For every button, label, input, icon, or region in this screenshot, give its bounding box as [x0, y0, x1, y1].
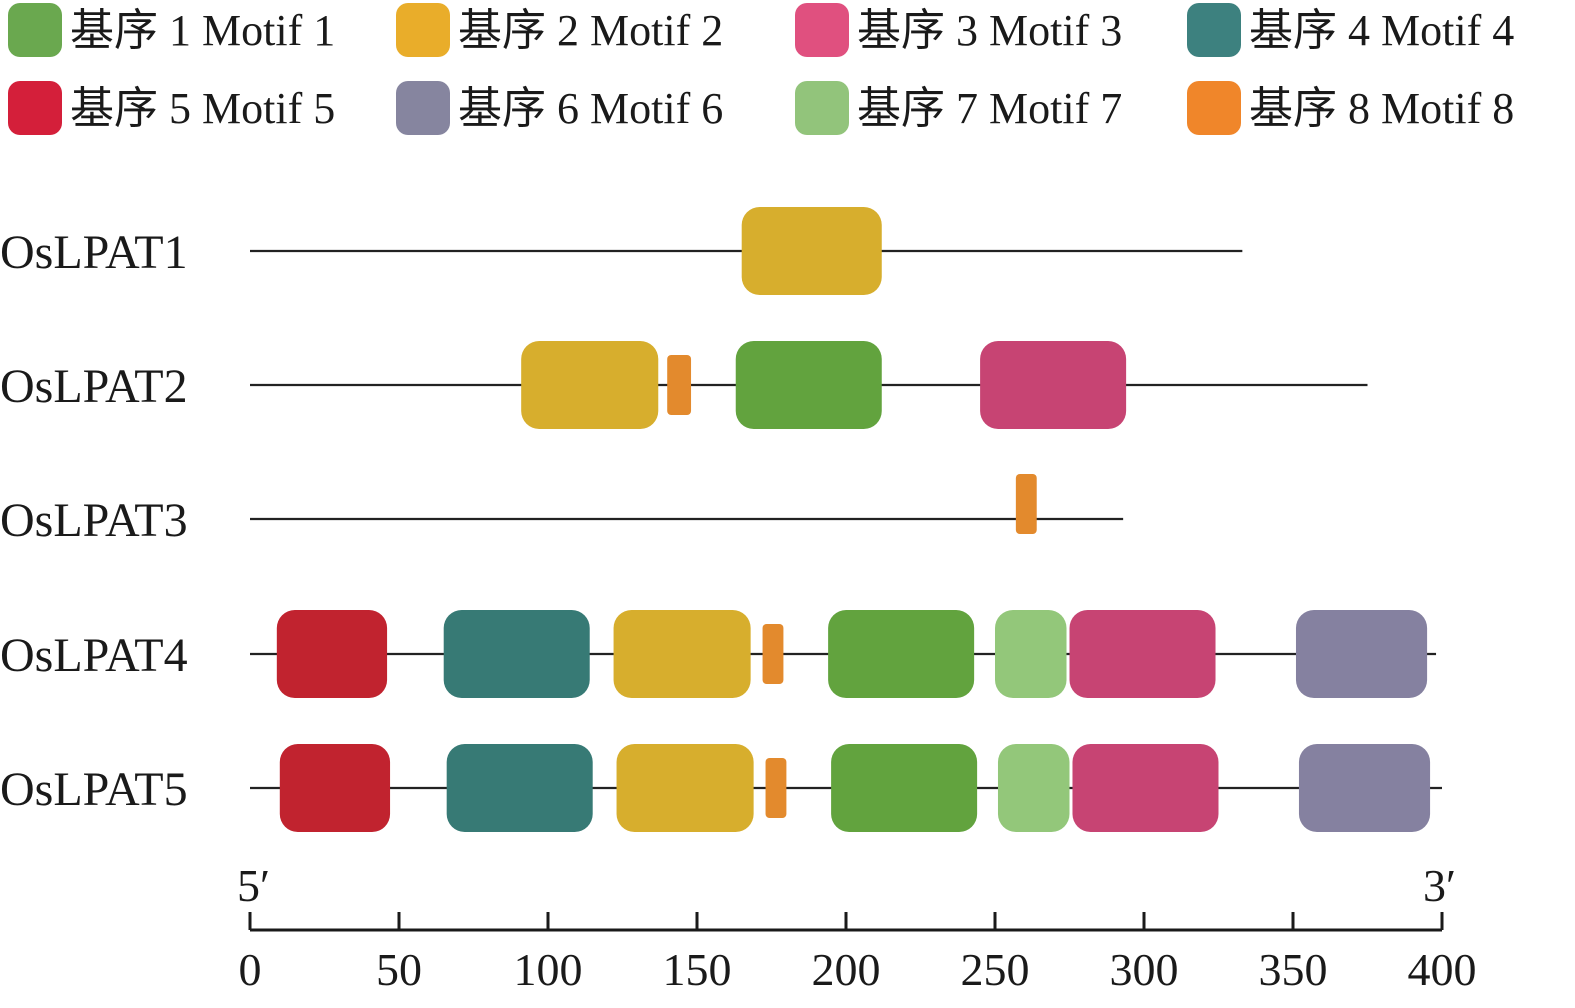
motif-6-box	[1295, 610, 1428, 698]
motif-4-box	[446, 744, 593, 832]
legend-swatch	[1187, 81, 1241, 135]
motif-8-box	[667, 355, 692, 415]
motif-1-box	[831, 744, 978, 832]
motif-3-box	[1072, 744, 1219, 832]
axis-tick-label: 350	[1259, 944, 1328, 995]
sequence-name: OsLPAT4	[0, 629, 188, 682]
legend-swatch	[396, 81, 450, 135]
legend-label: 基序 3 Motif 3	[857, 6, 1122, 55]
legend-label: 基序 8 Motif 8	[1249, 84, 1514, 133]
sequence-track-OsLPAT3: OsLPAT3	[0, 474, 1124, 547]
length-axis: 5′ 3′ 0 50 100 150 200 250 300 350 400	[237, 860, 1477, 995]
sequence-track-OsLPAT2: OsLPAT2	[0, 341, 1368, 429]
legend-label: 基序 5 Motif 5	[70, 84, 335, 133]
axis-tick-label: 250	[961, 944, 1030, 995]
axis-tick-label: 400	[1408, 944, 1477, 995]
legend-swatch	[795, 81, 849, 135]
legend-swatch	[795, 3, 849, 57]
legend-item-motif-8: 基序 8 Motif 8	[1187, 81, 1514, 135]
motif-6-box	[1298, 744, 1431, 832]
motif-5-box	[279, 744, 391, 832]
sequence-name: OsLPAT1	[0, 226, 188, 279]
motif-2-box	[741, 207, 882, 295]
legend-swatch	[8, 81, 62, 135]
motif-4-box	[443, 610, 590, 698]
legend-item-motif-5: 基序 5 Motif 5	[8, 81, 335, 135]
motif-7-box	[997, 744, 1070, 832]
axis-tick-label: 200	[812, 944, 881, 995]
motif-7-box	[995, 610, 1067, 698]
axis-tick-label: 50	[376, 944, 422, 995]
axis-tick-label: 300	[1110, 944, 1179, 995]
motif-8-box	[765, 758, 787, 818]
sequence-name: OsLPAT5	[0, 763, 188, 816]
legend-label: 基序 6 Motif 6	[458, 84, 723, 133]
legend-item-motif-2: 基序 2 Motif 2	[396, 3, 723, 57]
axis-tick-label: 150	[663, 944, 732, 995]
legend-item-motif-1: 基序 1 Motif 1	[8, 3, 335, 57]
motif-1-box	[735, 341, 882, 429]
motif-3-box	[1069, 610, 1216, 698]
legend-item-motif-3: 基序 3 Motif 3	[795, 3, 1122, 57]
motif-2-box	[521, 341, 659, 429]
motif-2-box	[616, 744, 754, 832]
axis-5prime-label: 5′	[237, 860, 270, 911]
sequence-tracks: OsLPAT1 OsLPAT2 OsLPAT3 OsLPAT4 OsLPAT5	[0, 207, 1442, 832]
legend: 基序 1 Motif 1 基序 2 Motif 2 基序 3 Motif 3 基序 4…	[8, 3, 1514, 135]
legend-item-motif-4: 基序 4 Motif 4	[1187, 3, 1514, 57]
legend-swatch	[1187, 3, 1241, 57]
motif-5-box	[276, 610, 388, 698]
sequence-name: OsLPAT2	[0, 360, 188, 413]
legend-label: 基序 7 Motif 7	[857, 84, 1122, 133]
motif-3-box	[980, 341, 1127, 429]
axis-3prime-label: 3′	[1423, 860, 1456, 911]
sequence-track-OsLPAT1: OsLPAT1	[0, 207, 1243, 295]
legend-swatch	[396, 3, 450, 57]
legend-label: 基序 2 Motif 2	[458, 6, 723, 55]
sequence-track-OsLPAT5: OsLPAT5	[0, 744, 1442, 832]
sequence-name: OsLPAT3	[0, 494, 188, 547]
motif-2-box	[613, 610, 751, 698]
legend-label: 基序 1 Motif 1	[70, 6, 335, 55]
legend-item-motif-7: 基序 7 Motif 7	[795, 81, 1122, 135]
axis-tick-label: 100	[514, 944, 583, 995]
legend-item-motif-6: 基序 6 Motif 6	[396, 81, 723, 135]
motif-1-box	[828, 610, 975, 698]
motif-8-box	[1015, 474, 1037, 534]
sequence-track-OsLPAT4: OsLPAT4	[0, 610, 1437, 698]
axis-tick-label: 0	[239, 944, 262, 995]
legend-swatch	[8, 3, 62, 57]
motif-8-box	[762, 624, 784, 684]
legend-label: 基序 4 Motif 4	[1249, 6, 1514, 55]
